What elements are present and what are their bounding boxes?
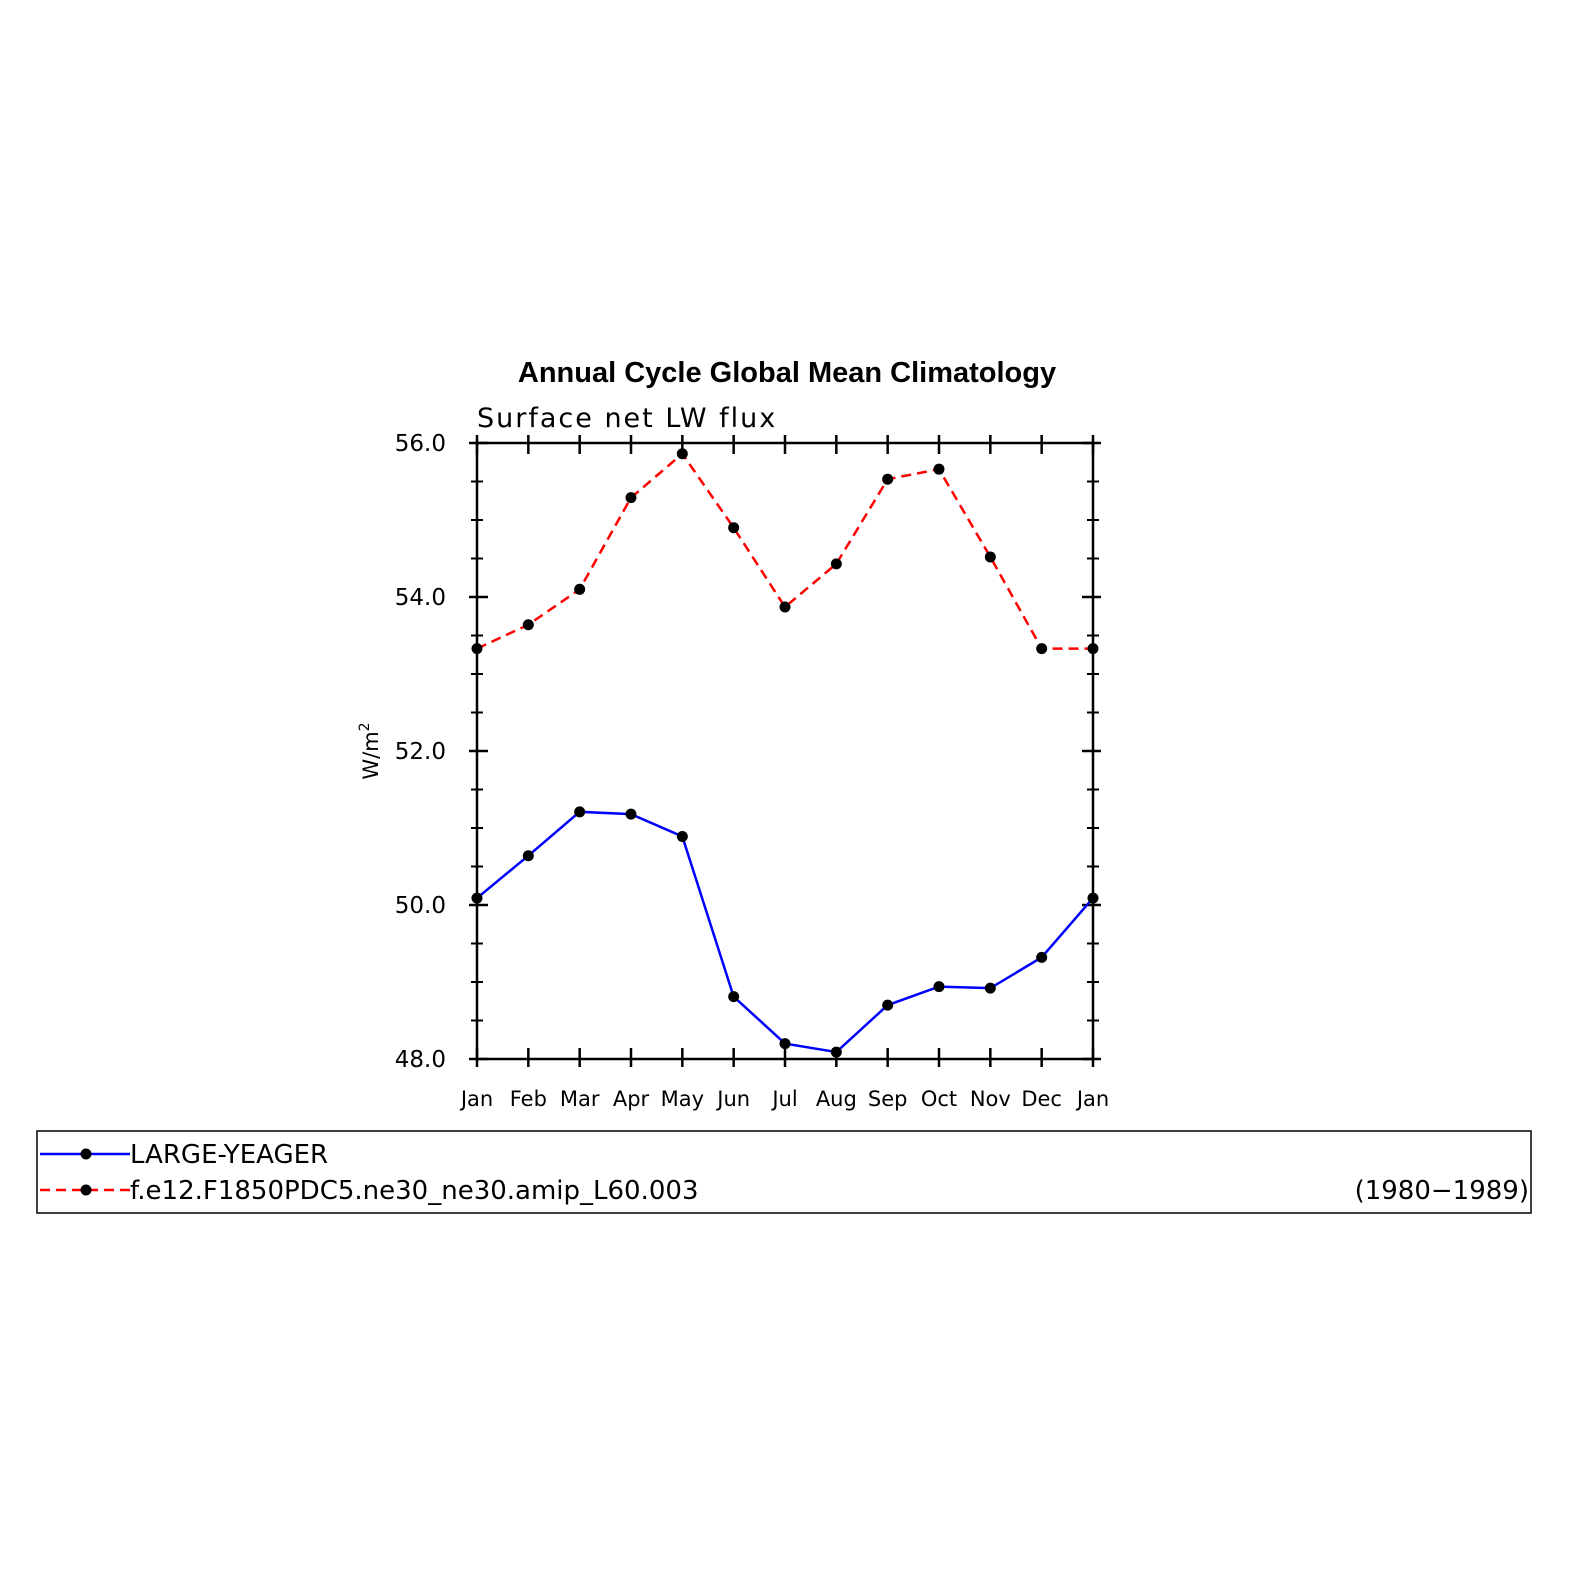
svg-text:W/m2: W/m2 bbox=[357, 722, 383, 779]
data-point bbox=[676, 448, 688, 460]
x-tick-label: Jun bbox=[715, 1087, 750, 1111]
plot-frame bbox=[475, 441, 1095, 1061]
chart-subtitle: Surface net LW flux bbox=[477, 403, 777, 434]
data-point bbox=[676, 830, 688, 842]
legend-box bbox=[36, 1130, 1532, 1214]
legend-period-annotation: (1980−1989) bbox=[1355, 1176, 1529, 1206]
y-tick-labels: 48.0 50.0 52.0 54.0 56.0 bbox=[395, 431, 446, 1073]
data-point bbox=[1087, 892, 1099, 904]
data-point bbox=[522, 850, 534, 862]
x-tick-label: Aug bbox=[816, 1087, 857, 1111]
x-tick-label: Jan bbox=[1075, 1087, 1109, 1111]
x-tick-label: Jul bbox=[770, 1087, 797, 1111]
data-point bbox=[471, 643, 483, 655]
x-tick-label: Mar bbox=[560, 1087, 600, 1111]
data-point bbox=[728, 991, 740, 1003]
data-point bbox=[984, 982, 996, 994]
data-point bbox=[522, 619, 534, 631]
data-point bbox=[882, 473, 894, 485]
data-point bbox=[625, 492, 637, 504]
series-line-1 bbox=[476, 810, 1094, 1054]
x-tick-labels: Jan Feb Mar Apr May Jun Jul Aug Sep Oct Nov Dec Jan bbox=[459, 1087, 1109, 1111]
x-tick-label: Apr bbox=[613, 1087, 650, 1111]
data-point bbox=[471, 892, 483, 904]
x-tick-label: Sep bbox=[868, 1087, 908, 1111]
y-tick-label: 54.0 bbox=[395, 585, 446, 611]
data-point bbox=[984, 551, 996, 563]
y-tick-label: 50.0 bbox=[395, 893, 446, 919]
legend-marker bbox=[80, 1184, 92, 1196]
y-tick-label: 52.0 bbox=[395, 739, 446, 765]
data-point bbox=[882, 999, 894, 1011]
data-point bbox=[728, 522, 740, 534]
data-point bbox=[625, 808, 637, 820]
x-tick-label: Feb bbox=[510, 1087, 547, 1111]
y-axis-label-text: W/m bbox=[359, 731, 383, 779]
y-tick-label: 48.0 bbox=[395, 1047, 446, 1073]
y-axis-label-superscript: 2 bbox=[357, 722, 373, 731]
data-point bbox=[1036, 951, 1048, 963]
data-point bbox=[1036, 643, 1048, 655]
x-tick-label: Dec bbox=[1021, 1087, 1062, 1111]
series-line-2 bbox=[476, 451, 1093, 650]
axes bbox=[469, 435, 1101, 1067]
data-point bbox=[779, 1038, 791, 1050]
y-tick-label: 56.0 bbox=[395, 431, 446, 457]
x-tick-label: Jan bbox=[459, 1087, 493, 1111]
legend-label-2: f.e12.F1850PDC5.ne30_ne30.amip_L60.003 bbox=[130, 1176, 698, 1206]
data-point bbox=[574, 806, 586, 818]
chart-title: Annual Cycle Global Mean Climatology bbox=[518, 357, 1056, 389]
data-point bbox=[933, 463, 945, 475]
data-point bbox=[830, 558, 842, 570]
data-point bbox=[830, 1046, 842, 1058]
legend-marker bbox=[80, 1148, 92, 1160]
data-point bbox=[779, 601, 791, 613]
x-tick-label: Oct bbox=[921, 1087, 957, 1111]
x-tick-label: May bbox=[661, 1087, 704, 1111]
legend-label-1: LARGE-YEAGER bbox=[130, 1140, 328, 1170]
data-point bbox=[574, 583, 586, 595]
series-layer bbox=[471, 448, 1099, 1058]
data-point bbox=[1087, 643, 1099, 655]
x-tick-label: Nov bbox=[970, 1087, 1011, 1111]
y-axis-label: W/m2 bbox=[357, 722, 383, 779]
legend-entries: LARGE-YEAGER f.e12.F1850PDC5.ne30_ne30.am… bbox=[40, 1140, 698, 1206]
legend: LARGE-YEAGER f.e12.F1850PDC5.ne30_ne30.am… bbox=[36, 1130, 1532, 1214]
data-point bbox=[933, 981, 945, 993]
